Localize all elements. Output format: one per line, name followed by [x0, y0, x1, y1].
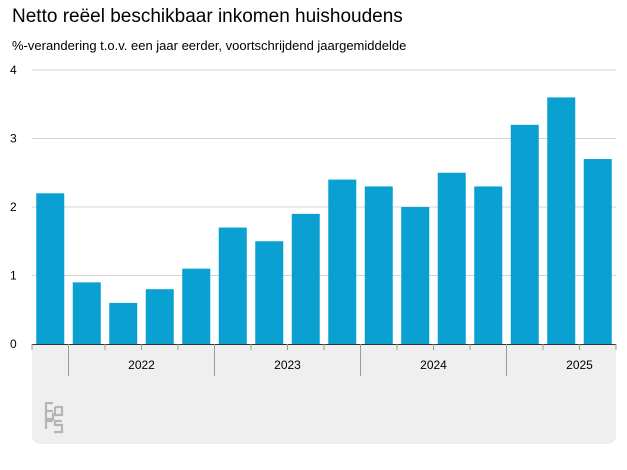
bar: [255, 241, 284, 344]
bar: [583, 159, 612, 344]
bar: [474, 186, 503, 344]
y-tick-label: 0: [10, 337, 17, 351]
chart-subtitle: %-verandering t.o.v. een jaar eerder, vo…: [12, 38, 407, 53]
bar: [547, 97, 576, 345]
bar: [36, 193, 65, 344]
bar: [364, 186, 393, 344]
x-year-label: 2023: [274, 358, 301, 372]
cbs-logo-icon: [44, 402, 64, 434]
bar: [510, 124, 539, 344]
bar: [109, 302, 138, 344]
bar: [291, 213, 320, 344]
bar: [401, 207, 430, 344]
y-tick-label: 2: [10, 200, 17, 214]
chart-title: Netto reëel beschikbaar inkomen huishoud…: [12, 6, 403, 27]
bar: [182, 268, 211, 344]
bar: [72, 282, 101, 344]
y-tick-label: 3: [10, 132, 17, 146]
x-year-label: 2024: [420, 358, 447, 372]
y-tick-label: 4: [10, 63, 17, 77]
y-tick-label: 1: [10, 269, 17, 283]
x-year-label: 2025: [566, 358, 593, 372]
bar: [145, 289, 174, 344]
bar: [218, 227, 247, 344]
x-year-label: 2022: [128, 358, 155, 372]
bar: [328, 179, 357, 344]
footer-panel: [32, 344, 616, 444]
bar: [437, 172, 466, 344]
